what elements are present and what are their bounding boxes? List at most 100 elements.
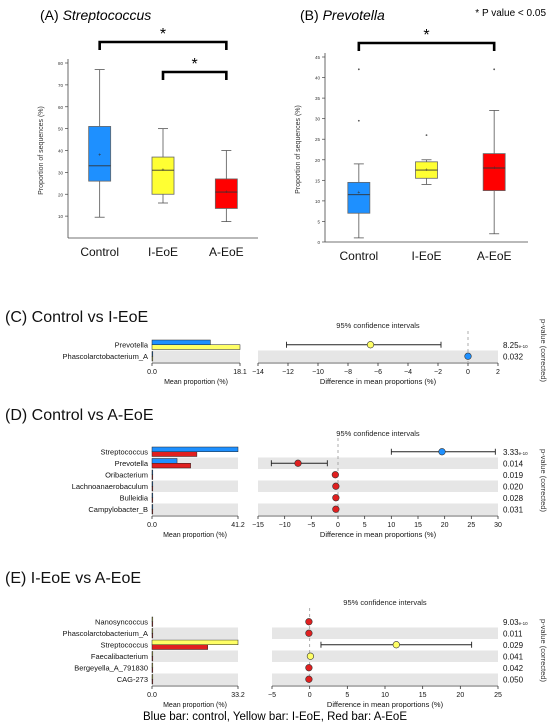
significance-bracket — [161, 70, 228, 80]
diff-axis-title: Difference in mean proportions (%) — [320, 530, 437, 539]
ci-title: 95% confidence intervals — [336, 429, 420, 438]
taxon-label: Streptococcus — [100, 640, 148, 649]
mean-proportion-bar-yellow — [151, 662, 154, 668]
diff-axis-tick-label: −10 — [279, 522, 291, 529]
box-Control — [347, 181, 371, 214]
significance-mark: * — [192, 56, 198, 73]
row-stripe — [258, 503, 498, 515]
p-value-exponent: e-10 — [519, 451, 529, 456]
difference-point — [305, 664, 313, 672]
diff-axis-title: Difference in mean proportions (%) — [320, 377, 437, 386]
row-stripe — [152, 627, 238, 639]
box-I-EoE — [151, 156, 175, 195]
mean-proportion-bar-blue — [151, 339, 211, 345]
x-tick-label: A-EoE — [209, 245, 244, 259]
p-value: 0.014 — [503, 459, 524, 468]
p-value-axis-title: p-value (corrected) — [539, 449, 548, 512]
mean-proportion-bar-yellow — [151, 344, 241, 350]
diff-axis-tick-label: −5 — [268, 692, 276, 699]
bar-axis-tick-label: 0.0 — [147, 369, 157, 376]
y-tick-label: 0 — [317, 240, 320, 245]
box-A-EoE — [214, 178, 238, 209]
panel-e-extended-error-bar: (E) I-EoE vs A-EoE 95% confidence interva… — [5, 570, 548, 709]
mean-proportion-bar-blue — [151, 469, 154, 475]
taxon-label: Faecalibacterium — [91, 652, 148, 661]
bar-axis-tick-label: 18.1 — [233, 369, 247, 376]
y-tick-label: 50 — [58, 127, 64, 132]
p-value-mantissa: 8.25 — [503, 341, 519, 350]
diff-axis-tick-label: 5 — [363, 522, 367, 529]
p-value: 0.020 — [503, 482, 524, 491]
p-value-mantissa: 0.031 — [503, 505, 524, 514]
diff-axis-tick-label: 20 — [441, 522, 449, 529]
diff-axis-tick-label: 10 — [387, 522, 395, 529]
p-value-mantissa: 0.041 — [503, 652, 524, 661]
bar-axis-title: Mean proportion (%) — [163, 532, 227, 539]
difference-point — [332, 482, 340, 490]
difference-point — [305, 618, 313, 626]
ci-title: 95% confidence intervals — [343, 598, 427, 607]
significance-mark: * — [160, 26, 166, 43]
difference-point — [306, 652, 315, 660]
bar-axis-tick-label: 33.2 — [231, 692, 245, 699]
x-tick-label: I-EoE — [411, 249, 441, 263]
mean-proportion-bar-red — [151, 474, 154, 480]
taxon-label: Prevotella — [115, 340, 149, 349]
p-value: 0.050 — [503, 675, 524, 684]
mean-marker: + — [225, 190, 228, 196]
bar-axis-tick-label: 0.0 — [147, 522, 157, 529]
significance-bracket — [98, 40, 228, 50]
p-value-mantissa: 0.011 — [503, 629, 523, 638]
taxon-label: Lachnoanaerobaculum — [72, 482, 148, 491]
outlier-point — [357, 68, 360, 71]
row-stripe — [152, 650, 238, 662]
diff-axis-tick-label: 0 — [466, 369, 470, 376]
mean-proportion-bar-blue — [151, 446, 239, 452]
y-tick-label: 20 — [315, 158, 321, 163]
p-value-exponent: e-10 — [519, 621, 529, 626]
row-stripe — [272, 650, 498, 662]
bar-axis-title: Mean proportion (%) — [164, 379, 228, 386]
diff-axis-tick-label: 5 — [345, 692, 349, 699]
p-value: 0.031 — [503, 505, 524, 514]
mean-proportion-bar-blue — [151, 458, 178, 464]
mean-proportion-bar-red — [151, 451, 198, 457]
mean-proportion-bar-red — [151, 679, 154, 685]
diff-axis-tick-label: 25 — [467, 522, 475, 529]
taxon-label: CAG-273 — [117, 675, 148, 684]
p-value-mantissa: 0.019 — [503, 471, 524, 480]
diff-axis-tick-label: −12 — [282, 369, 294, 376]
diff-axis-tick-label: −14 — [252, 369, 264, 376]
diff-axis-tick-label: 30 — [494, 522, 502, 529]
y-tick-label: 30 — [315, 117, 321, 122]
mean-proportion-bar-red — [151, 656, 154, 662]
diff-axis-tick-label: −2 — [434, 369, 442, 376]
mean-proportion-bar-red — [151, 621, 154, 627]
taxon-label: Phascolarctobacterium_A — [63, 629, 148, 638]
row-stripe — [152, 480, 238, 492]
taxon-label: Phascolarctobacterium_A — [63, 352, 148, 361]
x-tick-label: Control — [339, 249, 378, 263]
row-stripe — [152, 503, 238, 515]
mean-proportion-bar-yellow — [151, 674, 154, 680]
box-Control — [88, 126, 112, 182]
mean-proportion-bar-blue — [151, 481, 154, 487]
mean-marker: + — [425, 168, 428, 174]
y-tick-label: 35 — [315, 96, 321, 101]
diff-axis-tick-label: 2 — [496, 369, 500, 376]
panel-a-boxplot: 10 20 30 40 50 60 70 80 Proportion of sequences … — [38, 26, 258, 259]
taxon-label: Streptococcus — [100, 447, 148, 456]
difference-point — [305, 675, 313, 683]
x-tick-label: Control — [80, 245, 119, 259]
mean-proportion-bar-red — [151, 486, 154, 492]
p-value: 9.03e-10 — [503, 618, 528, 627]
outlier-point — [493, 68, 496, 71]
mean-marker: + — [493, 166, 496, 172]
panel-b-label: (B) Prevotella — [300, 7, 385, 23]
mean-proportion-bar-red — [151, 509, 154, 515]
taxon-label: Bulleidia — [120, 493, 149, 502]
y-tick-label: 5 — [317, 219, 320, 224]
y-tick-label: 80 — [58, 61, 64, 66]
mean-marker: + — [162, 168, 165, 174]
p-value-mantissa: 0.029 — [503, 641, 524, 650]
